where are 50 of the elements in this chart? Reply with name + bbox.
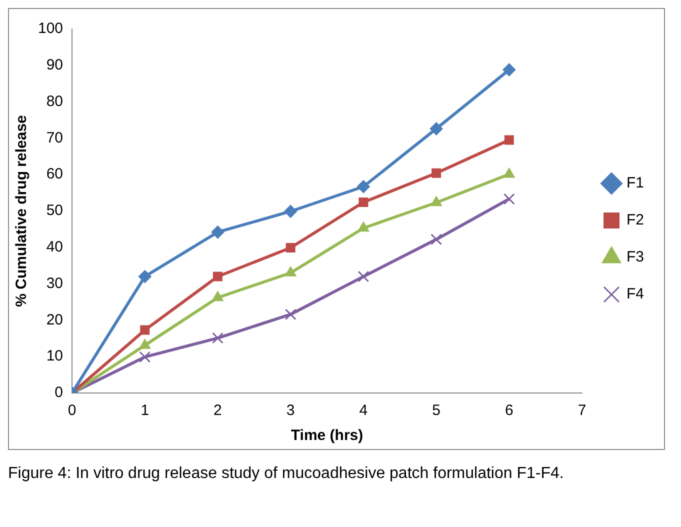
point <box>286 243 296 253</box>
x-axis-title: Time (hrs) <box>290 427 364 444</box>
legend-label: F3 <box>626 248 644 266</box>
y-axis-title: % Cumulative drug release <box>13 115 30 307</box>
point <box>284 308 296 320</box>
point <box>430 234 442 246</box>
y-tick-label: 30 <box>46 274 64 292</box>
point <box>139 338 151 349</box>
point <box>284 266 296 276</box>
y-tick-label: 50 <box>46 202 64 220</box>
point <box>140 325 150 335</box>
point <box>212 272 222 282</box>
y-tick-label: 80 <box>46 92 64 110</box>
legend-label: F1 <box>626 174 644 192</box>
point <box>432 168 442 178</box>
y-tick-label: 60 <box>46 166 64 183</box>
legend-label: F4 <box>626 286 644 303</box>
point <box>358 198 368 208</box>
point <box>284 204 298 218</box>
point <box>212 332 224 344</box>
caption: Figure 4: In vitro drug release study of mucoadhesive patch formulation F1-F4. <box>8 464 565 484</box>
point <box>139 351 151 363</box>
legend-label: F2 <box>626 212 644 229</box>
y-tick-label: 0 <box>54 384 64 402</box>
point <box>503 193 515 205</box>
x-tick-label: 5 <box>432 402 440 420</box>
x-tick-label: 3 <box>286 402 295 420</box>
point <box>211 226 224 239</box>
point <box>358 222 370 232</box>
point <box>502 63 516 76</box>
point <box>503 168 515 178</box>
point <box>212 291 224 302</box>
point <box>504 135 514 145</box>
y-tick-label: 20 <box>46 311 64 328</box>
x-tick-label: 1 <box>140 402 150 420</box>
x-tick-label: 6 <box>504 402 514 420</box>
y-tick-label: 10 <box>46 348 64 365</box>
x-tick-label: 7 <box>578 402 586 420</box>
y-tick-label: 40 <box>46 238 64 256</box>
y-tick-label: 90 <box>46 56 64 74</box>
point <box>430 196 442 206</box>
point <box>430 122 443 136</box>
y-tick-label: 70 <box>46 129 64 146</box>
y-tick-label: 100 <box>38 20 64 38</box>
x-tick-label: 2 <box>214 402 222 420</box>
x-tick-label: 4 <box>359 402 368 420</box>
x-tick-label: 0 <box>68 402 76 420</box>
point <box>358 270 370 282</box>
point <box>356 180 370 194</box>
point <box>138 270 152 284</box>
